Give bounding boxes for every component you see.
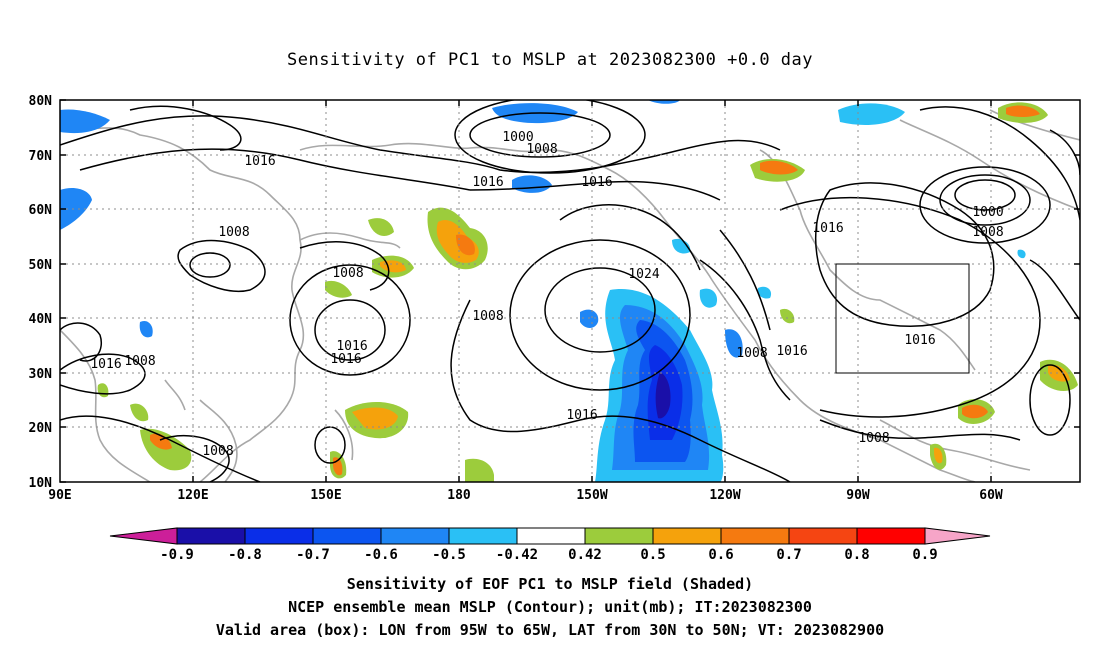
colorbar-swatch	[380, 527, 450, 545]
lon-label: 180	[447, 488, 471, 503]
coastlines	[60, 109, 1080, 482]
colorbar-high-end	[924, 527, 991, 545]
longitude-labels: 90E 120E 150E 180 150W 120W 90W 60W	[48, 488, 1003, 503]
colorbar-label: 0.5	[640, 547, 665, 563]
colorbar-label: -0.6	[364, 547, 398, 563]
contour-label: 1016	[336, 339, 367, 354]
lon-label: 90W	[846, 488, 870, 503]
colorbar-swatch	[856, 527, 926, 545]
colorbar-swatch	[176, 527, 246, 545]
caption-line-1: Sensitivity of EOF PC1 to MSLP field (Sh…	[346, 575, 754, 593]
contour-label: 1008	[736, 346, 767, 361]
colorbar-label: -0.5	[432, 547, 466, 563]
negative-sensitivity-shading	[60, 100, 1026, 482]
colorbar-label: -0.7	[296, 547, 330, 563]
lat-label: 40N	[29, 312, 53, 327]
valid-area-box	[835, 263, 970, 374]
contour-label: 1008	[858, 431, 889, 446]
lat-label: 60N	[29, 203, 53, 218]
colorbar-swatch	[244, 527, 314, 545]
contour-label: 1016	[904, 333, 935, 348]
colorbar-swatch	[584, 527, 654, 545]
lat-label: 30N	[29, 367, 53, 382]
contour-label: 1016	[244, 154, 275, 169]
latitude-labels: 80N 70N 60N 50N 40N 30N 20N 10N	[29, 94, 53, 491]
axis-ticks	[60, 99, 1080, 483]
colorbar-labels: -0.9 -0.8 -0.7 -0.6 -0.5 -0.42 0.42 0.5 0.6 0.7 0.…	[160, 547, 938, 563]
contour-labels: 1000 1008 1016 1016 1016 1008 1008 1016 …	[90, 130, 1003, 459]
lon-label: 150E	[310, 488, 341, 503]
lat-label: 50N	[29, 258, 53, 273]
contour-label: 1008	[218, 225, 249, 240]
contour-label: 1008	[972, 225, 1003, 240]
contour-label: 1008	[526, 142, 557, 157]
colorbar-swatch	[720, 527, 790, 545]
contour-label: 1000	[502, 130, 533, 145]
contour-label: 1024	[628, 267, 659, 282]
contour-label: 1016	[581, 175, 612, 190]
colorbar-swatch	[312, 527, 382, 545]
colorbar-label: 0.7	[776, 547, 801, 563]
lat-label: 70N	[29, 149, 53, 164]
lon-label: 120W	[709, 488, 740, 503]
colorbar-label: -0.42	[496, 547, 538, 563]
contour-label: 1008	[202, 444, 233, 459]
caption-line-3: Valid area (box): LON from 95W to 65W, L…	[215, 621, 885, 639]
colorbar	[109, 527, 991, 545]
caption-line-2: NCEP ensemble mean MSLP (Contour); unit(…	[288, 598, 812, 616]
colorbar-label: 0.9	[912, 547, 937, 563]
lon-label: 150W	[576, 488, 607, 503]
colorbar-swatch	[516, 527, 586, 545]
colorbar-low-end	[109, 527, 178, 545]
contour-label: 1008	[472, 309, 503, 324]
colorbar-swatch	[652, 527, 722, 545]
colorbar-label: 0.8	[844, 547, 869, 563]
colorbar-label: 0.6	[708, 547, 733, 563]
contour-label: 1016	[472, 175, 503, 190]
lon-label: 60W	[979, 488, 1003, 503]
positive-sensitivity-shading	[97, 102, 1078, 482]
colorbar-swatch	[448, 527, 518, 545]
map-frame	[59, 99, 1081, 483]
gridlines	[60, 100, 1080, 482]
lat-label: 20N	[29, 421, 53, 436]
lon-label: 120E	[177, 488, 208, 503]
contour-label: 1000	[972, 205, 1003, 220]
colorbar-swatch	[788, 527, 858, 545]
lon-label: 90E	[48, 488, 71, 503]
map-title: Sensitivity of PC1 to MSLP at 2023082300…	[286, 50, 813, 70]
colorbar-label: -0.9	[160, 547, 194, 563]
contour-label: 1016	[330, 352, 361, 367]
contour-label: 1008	[124, 354, 155, 369]
contour-label: 1016	[812, 221, 843, 236]
colorbar-label: -0.8	[228, 547, 262, 563]
contour-label: 1016	[566, 408, 597, 423]
contour-label: 1016	[90, 357, 121, 372]
colorbar-label: 0.42	[568, 547, 602, 563]
contour-label: 1008	[332, 266, 363, 281]
lat-label: 80N	[29, 94, 53, 109]
lat-label: 10N	[29, 476, 53, 491]
contour-label: 1016	[776, 344, 807, 359]
